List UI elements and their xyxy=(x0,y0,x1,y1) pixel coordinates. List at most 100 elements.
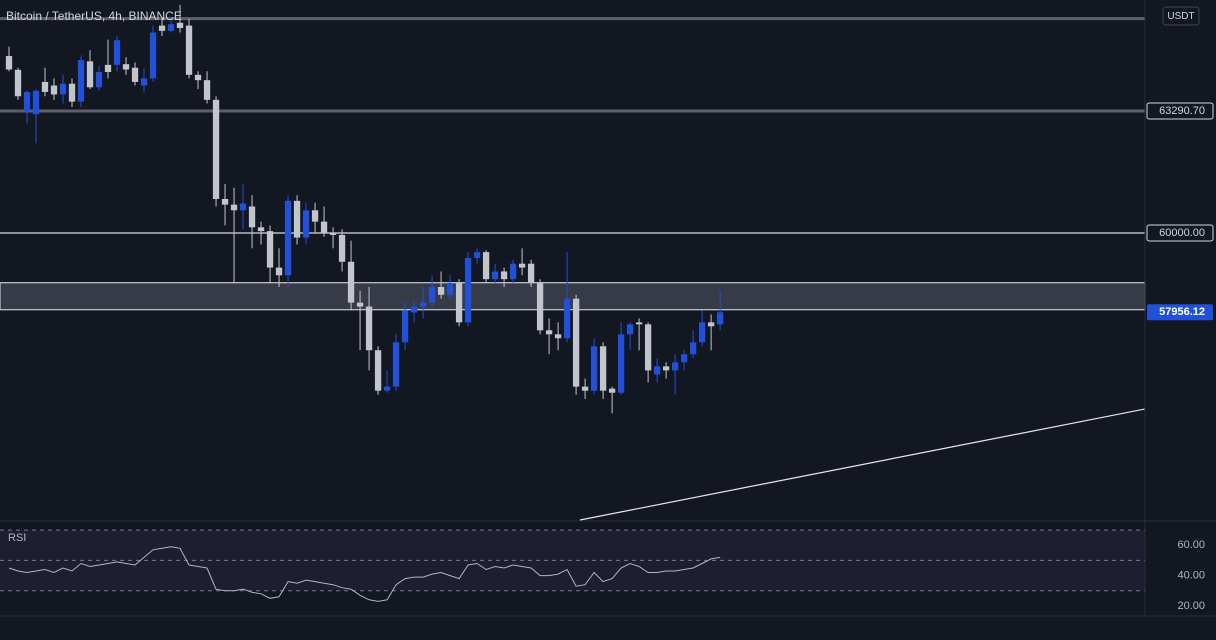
candle-body xyxy=(662,366,670,371)
candle-body xyxy=(482,252,490,280)
candle-body xyxy=(473,252,481,258)
candle-body xyxy=(401,310,409,343)
candle-body xyxy=(329,233,337,235)
candle-body xyxy=(383,386,391,391)
candle-body xyxy=(545,330,553,335)
candle-body xyxy=(59,83,67,95)
candle-body xyxy=(554,334,562,339)
candle-body xyxy=(527,263,535,284)
label-layer: 63290.70 60000.00 60.00 40.00 20.00 57956.12 xyxy=(1146,102,1214,612)
price-zone xyxy=(0,282,1146,311)
indicator-name: RSI xyxy=(8,532,26,544)
candle-body xyxy=(149,32,157,79)
candle-body xyxy=(122,64,130,70)
candle-body xyxy=(626,324,634,335)
candle-body xyxy=(203,80,211,100)
candle-body xyxy=(338,234,346,262)
candle-body xyxy=(95,71,103,88)
candle-body xyxy=(257,227,265,232)
candle-body xyxy=(599,346,607,391)
candle-body xyxy=(239,203,247,211)
candle-body xyxy=(617,334,625,393)
indicator-tick-label: 40.00 xyxy=(1177,569,1205,581)
candle-body xyxy=(275,267,283,276)
candle-body xyxy=(635,322,643,325)
indicator-tick-label: 60.00 xyxy=(1177,539,1205,551)
candle-body xyxy=(563,298,571,339)
last-price-label: 57956.12 xyxy=(1159,306,1205,318)
candle-body xyxy=(113,40,121,65)
candle-body xyxy=(5,56,13,70)
candle-body xyxy=(572,298,580,387)
candle-body xyxy=(590,346,598,391)
candle-body xyxy=(410,306,418,313)
candle-body xyxy=(392,342,400,387)
candle-body xyxy=(230,204,238,211)
candle-body xyxy=(671,362,679,371)
candle-body xyxy=(689,342,697,355)
last-price-box xyxy=(1147,304,1213,321)
candle-body xyxy=(320,221,328,234)
candle-body xyxy=(23,91,31,112)
candle-body xyxy=(41,81,49,92)
chart-title: Bitcoin / TetherUS, 4h, BINANCE xyxy=(6,9,182,23)
candle-body xyxy=(536,283,544,331)
candle-body xyxy=(248,206,256,228)
candle-body xyxy=(311,210,319,222)
candle-body xyxy=(509,263,517,280)
candle-body xyxy=(464,257,472,323)
indicator-tick-label: 20.00 xyxy=(1177,600,1205,612)
candle-body xyxy=(644,324,652,371)
trend-line xyxy=(579,408,1146,521)
level-label-box xyxy=(1146,102,1214,120)
candle-body xyxy=(698,322,706,343)
candle-body xyxy=(167,24,175,31)
candle-body xyxy=(365,306,373,351)
candle-body xyxy=(653,366,661,375)
candle-body xyxy=(428,286,436,303)
level-label: 60000.00 xyxy=(1159,227,1205,239)
currency-label[interactable]: USDT xyxy=(1167,11,1194,22)
candle-body xyxy=(32,90,40,115)
candle-body xyxy=(104,64,112,72)
candle-body xyxy=(185,25,193,75)
candle-body xyxy=(131,67,139,82)
candle-body xyxy=(221,198,229,205)
candle-body xyxy=(491,271,499,280)
plot-layer xyxy=(0,4,1146,602)
candle-body xyxy=(77,59,85,102)
candle-body xyxy=(158,25,166,31)
grid-layer xyxy=(0,529,1145,592)
candle-body xyxy=(608,388,616,393)
candle-body xyxy=(680,354,688,363)
currency-button[interactable] xyxy=(1162,6,1200,26)
candle-body xyxy=(716,312,724,325)
candle-body xyxy=(302,210,310,238)
candle-body xyxy=(212,99,220,199)
candle-body xyxy=(455,283,463,323)
candle-body xyxy=(293,200,301,238)
candle-body xyxy=(437,286,445,295)
candle-body xyxy=(140,78,148,86)
candle-body xyxy=(356,302,364,307)
level-label: 63290.70 xyxy=(1159,105,1205,117)
candle-body xyxy=(581,386,589,391)
candle-body xyxy=(374,350,382,391)
candle-body xyxy=(266,231,274,268)
candle-body xyxy=(284,200,292,276)
candle-body xyxy=(419,302,427,307)
candle-body xyxy=(707,322,715,327)
candle-body xyxy=(86,61,94,88)
indicator-line xyxy=(8,546,721,602)
candle-body xyxy=(500,271,508,280)
candle-body xyxy=(347,261,355,303)
candle-body xyxy=(518,263,526,268)
candle-body xyxy=(176,22,184,29)
candle-body xyxy=(50,85,58,95)
level-label-box xyxy=(1146,224,1214,242)
candle-body xyxy=(446,283,454,295)
candle-body xyxy=(68,83,76,102)
